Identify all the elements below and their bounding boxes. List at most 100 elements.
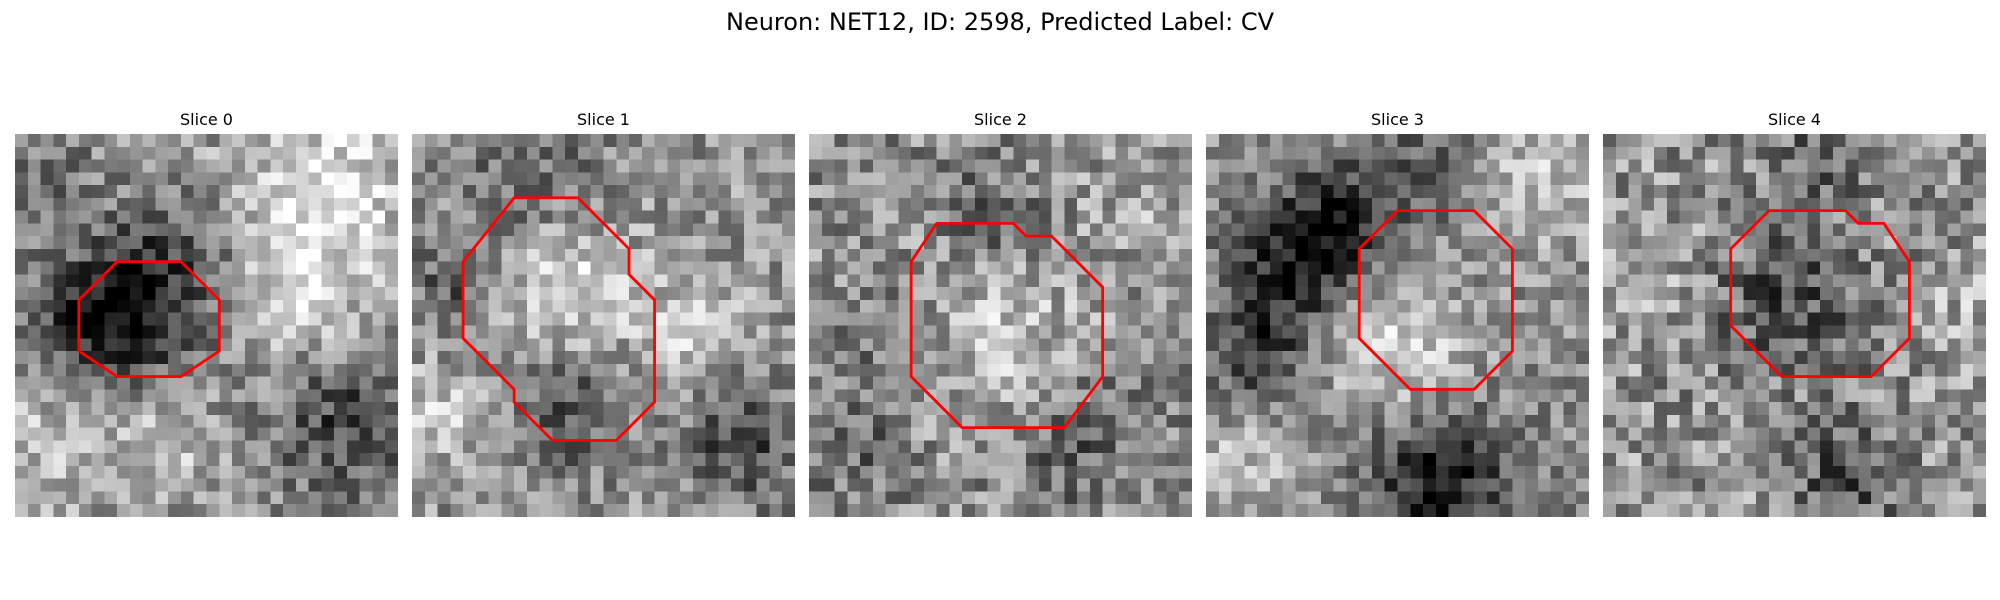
pixel [66,210,80,224]
pixel [1269,363,1283,377]
pixel [1295,236,1309,250]
pixel [821,427,835,441]
pixel [129,325,143,339]
pixel [1960,223,1974,237]
pixel [1013,197,1027,211]
pixel [232,363,246,377]
pixel [680,261,694,275]
pixel [1537,376,1551,390]
pixel [1153,274,1167,288]
pixel [1461,478,1475,492]
pixel [1308,274,1322,288]
pixel [743,338,757,352]
pixel [1359,185,1373,199]
pixel [1756,185,1770,199]
pixel [1282,402,1296,416]
pixel [1282,465,1296,479]
pixel [232,159,246,173]
pixel [193,338,207,352]
pixel [1384,427,1398,441]
pixel [308,134,322,148]
pixel [1615,389,1629,403]
pixel [257,248,271,262]
pixel [1641,427,1655,441]
pixel [232,504,246,517]
pixel [1820,414,1834,428]
pixel [437,236,451,250]
pixel [463,427,477,441]
pixel [168,274,182,288]
pixel [53,504,67,517]
pixel [616,465,630,479]
pixel [1320,325,1334,339]
pixel [718,185,732,199]
pixel [1768,274,1782,288]
pixel [1499,491,1513,505]
pixel [1717,236,1731,250]
pixel [321,236,335,250]
pixel [1346,210,1360,224]
pixel [1499,134,1513,148]
pixel [155,351,169,365]
pixel [295,146,309,160]
pixel [412,248,426,262]
pixel [1934,223,1948,237]
pixel [705,248,719,262]
pixel [1166,491,1180,505]
pixel [667,185,681,199]
pixel [1461,389,1475,403]
pixel [987,274,1001,288]
pixel [193,325,207,339]
pixel [1435,402,1449,416]
pixel [526,427,540,441]
pixel [743,351,757,365]
pixel [232,274,246,288]
pixel [1179,363,1192,377]
pixel [731,236,745,250]
pixel [1896,185,1910,199]
pixel [40,402,54,416]
pixel [1679,478,1693,492]
pixel [692,248,706,262]
pixel [1628,185,1642,199]
pixel [1858,351,1872,365]
pixel [847,402,861,416]
pixel [1781,376,1795,390]
pixel [53,159,67,173]
pixel [590,274,604,288]
pixel [1730,261,1744,275]
pixel [1628,210,1642,224]
pixel [1679,351,1693,365]
pixel [718,261,732,275]
grayscale-pixel-grid [1603,134,1986,517]
pixel [782,146,795,160]
pixel [1102,134,1116,148]
pixel [1448,491,1462,505]
pixel [1308,414,1322,428]
pixel [1435,351,1449,365]
pixel [501,159,515,173]
pixel [206,223,220,237]
pixel [860,453,874,467]
pixel [1308,287,1322,301]
pixel [257,146,271,160]
pixel [1934,504,1948,517]
pixel [1845,376,1859,390]
pixel [321,134,335,148]
pixel [1845,274,1859,288]
pixel [1832,427,1846,441]
pixel [1102,236,1116,250]
pixel [1960,478,1974,492]
pixel [15,134,29,148]
pixel [1013,287,1027,301]
pixel [1973,223,1986,237]
pixel [1922,376,1936,390]
pixel [898,325,912,339]
pixel [1064,185,1078,199]
pixel [1346,478,1360,492]
pixel [359,172,373,186]
pixel [1179,197,1192,211]
pixel [385,261,398,275]
pixel [1743,312,1757,326]
pixel [1628,402,1642,416]
